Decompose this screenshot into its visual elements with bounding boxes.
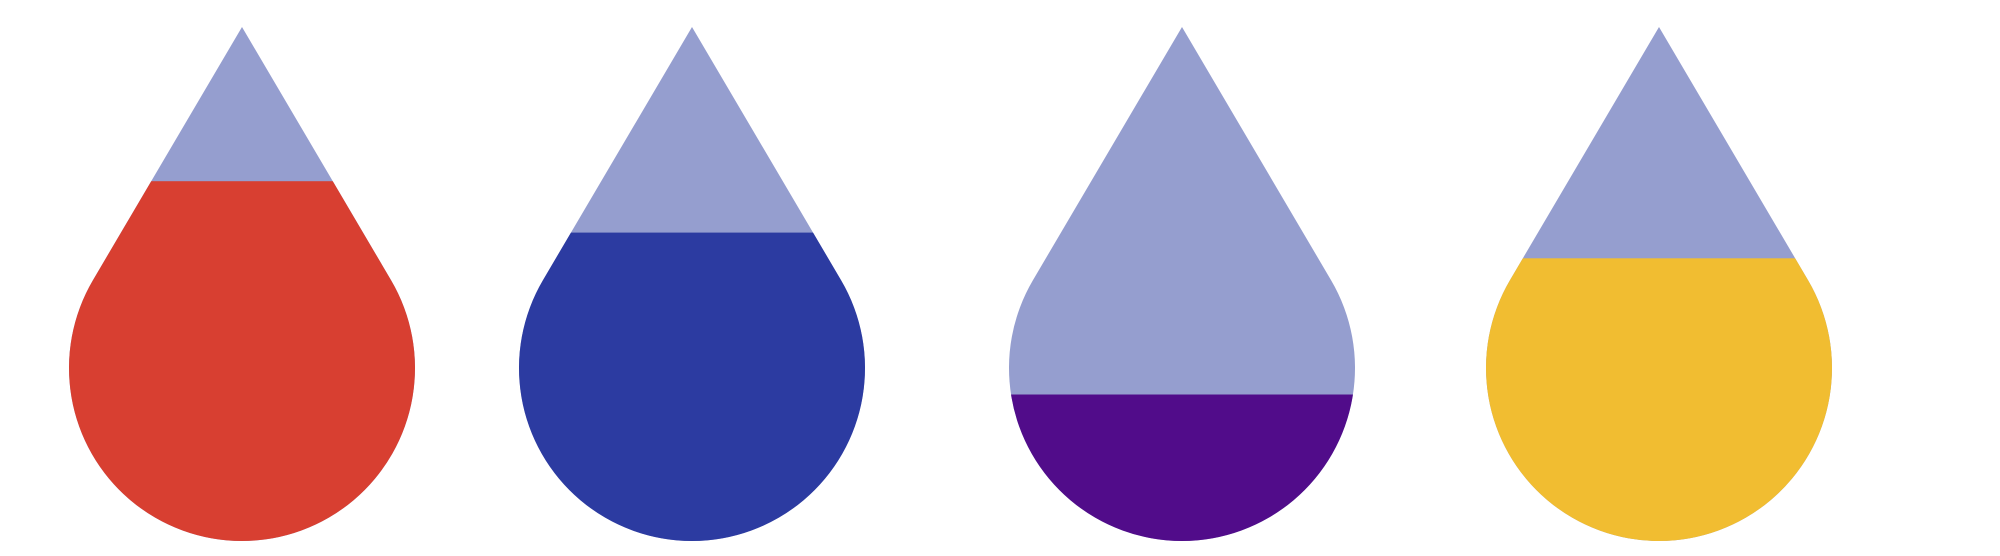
drop-4: [1486, 27, 1833, 541]
drop-1: [69, 27, 416, 541]
drops-group: [69, 27, 1833, 542]
drop-2: [519, 27, 865, 541]
drop-fill-2: [519, 232, 865, 541]
drop-fill-3: [1009, 394, 1355, 542]
drop-3: [1009, 27, 1355, 542]
drop-fill-1: [69, 181, 416, 541]
drop-fill-4: [1486, 258, 1833, 541]
